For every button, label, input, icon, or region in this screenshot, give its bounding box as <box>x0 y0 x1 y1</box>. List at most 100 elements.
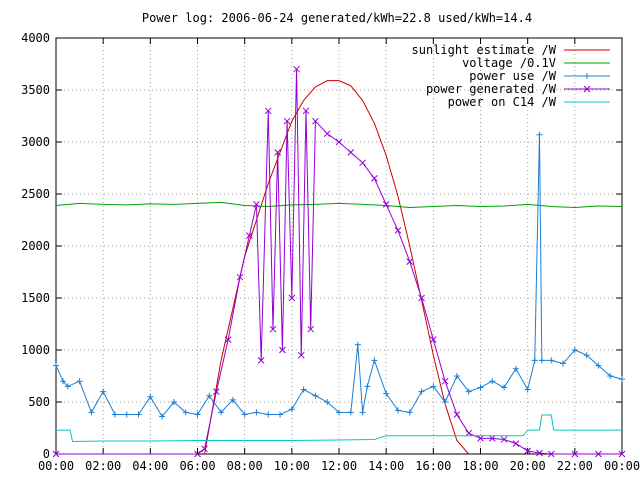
data-point <box>618 450 626 458</box>
x-tick-label: 00:00 <box>38 459 74 473</box>
data-point <box>477 435 484 442</box>
data-point <box>453 373 460 379</box>
data-point <box>465 388 472 395</box>
data-point <box>201 445 208 453</box>
data-point <box>253 201 260 208</box>
data-point <box>500 436 508 443</box>
legend-marker <box>583 85 591 93</box>
series-line <box>55 201 623 209</box>
data-point <box>512 440 520 447</box>
data-point <box>241 411 248 418</box>
data-point <box>52 450 60 458</box>
x-tick-label: 08:00 <box>227 459 263 473</box>
x-tick-label: 22:00 <box>557 459 593 473</box>
data-point <box>418 388 425 395</box>
data-point <box>406 258 414 265</box>
y-tick-label: 2500 <box>21 187 50 201</box>
x-tick-label: 10:00 <box>274 459 310 473</box>
data-point <box>512 365 519 372</box>
data-point <box>312 392 319 399</box>
data-point <box>246 232 253 239</box>
data-point <box>488 435 496 442</box>
data-point <box>293 65 300 73</box>
data-point <box>595 450 602 458</box>
data-point <box>336 409 342 416</box>
data-point <box>218 409 225 416</box>
series-line <box>204 80 470 455</box>
data-point <box>307 325 315 333</box>
data-point <box>288 294 296 302</box>
data-point <box>383 390 390 397</box>
y-tick-label: 2000 <box>21 239 50 253</box>
data-point <box>312 117 319 125</box>
data-point <box>76 378 83 385</box>
x-tick-label: 18:00 <box>462 459 498 473</box>
data-point <box>100 388 107 395</box>
y-tick-label: 1500 <box>21 291 50 305</box>
x-tick-label: 02:00 <box>85 459 121 473</box>
data-point <box>111 411 118 418</box>
data-point <box>371 357 378 364</box>
data-point <box>619 376 625 383</box>
data-point <box>571 450 579 458</box>
data-point <box>302 107 310 115</box>
data-point <box>159 413 166 420</box>
series-layer <box>52 65 626 458</box>
data-point <box>441 377 449 385</box>
chart-title: Power log: 2006-06-24 generated/kWh=22.8… <box>142 11 532 25</box>
data-point <box>354 341 361 348</box>
data-point <box>382 201 390 208</box>
data-point <box>88 409 95 416</box>
series-1 <box>55 201 623 209</box>
y-tick-label: 500 <box>28 395 50 409</box>
data-point <box>279 346 286 354</box>
data-point <box>364 383 371 390</box>
data-point <box>288 406 295 413</box>
y-tick-label: 3000 <box>21 135 50 149</box>
grid-layer <box>56 38 622 454</box>
data-point <box>213 388 220 395</box>
data-point <box>224 336 232 343</box>
data-point <box>571 347 578 353</box>
data-point <box>489 378 496 385</box>
x-tick-label: 06:00 <box>179 459 215 473</box>
data-point <box>53 362 59 369</box>
data-point <box>170 399 177 405</box>
data-point <box>182 409 189 416</box>
y-tick-label: 0 <box>43 447 50 461</box>
data-point <box>264 107 272 115</box>
data-point <box>547 450 555 458</box>
x-tick-label: 14:00 <box>368 459 404 473</box>
data-point <box>442 399 449 405</box>
data-point <box>283 117 291 125</box>
x-tick-label: 00:00 <box>604 459 640 473</box>
data-point <box>560 360 567 367</box>
data-point <box>453 411 461 418</box>
y-tick-label: 3500 <box>21 83 50 97</box>
data-point <box>323 130 331 138</box>
data-point <box>394 407 401 414</box>
series-line <box>56 414 622 443</box>
data-point <box>257 357 265 364</box>
data-point <box>269 325 277 333</box>
data-point <box>64 383 71 390</box>
legend-label: sunlight estimate /W <box>412 43 557 57</box>
data-point <box>538 357 545 364</box>
data-point <box>429 336 437 343</box>
data-point <box>595 362 602 369</box>
data-point <box>347 409 354 416</box>
legend-label: power generated /W <box>426 82 557 96</box>
data-point <box>583 352 590 359</box>
data-point <box>297 351 305 359</box>
data-point <box>277 411 284 418</box>
series-2 <box>53 131 625 420</box>
series-4 <box>56 414 622 443</box>
axis-layer: 0 500 1000 1500 2000 2500 3000 3500 4000 00:00 02:… <box>21 31 640 473</box>
legend-marker <box>584 73 590 79</box>
data-point <box>430 383 437 390</box>
data-point <box>371 175 378 182</box>
data-point <box>394 227 402 234</box>
series-0 <box>204 80 470 455</box>
